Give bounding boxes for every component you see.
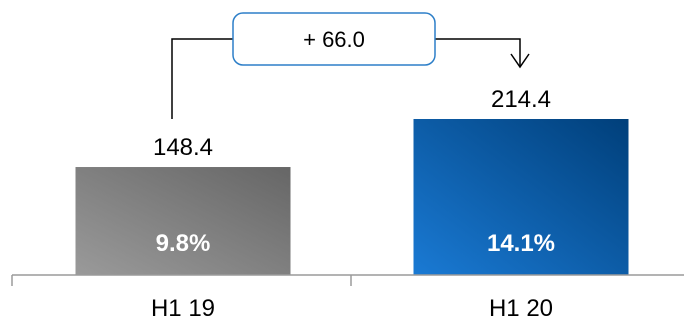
delta-box [232,12,436,66]
value-label-1: 148.4 [153,134,213,161]
category-label-1: H1 19 [151,295,215,322]
delta-arrowhead [510,53,530,69]
delta-connector-right [435,38,521,66]
delta-label: + 66.0 [303,27,365,52]
bar-1 [75,167,291,275]
bar-inner-label-1: 9.8% [156,230,211,257]
delta-connector-left [171,38,233,120]
value-label-2: 214.4 [491,86,551,113]
category-label-2: H1 20 [489,295,553,322]
bar-2 [413,119,629,275]
bar-inner-label-2: 14.1% [487,230,555,257]
